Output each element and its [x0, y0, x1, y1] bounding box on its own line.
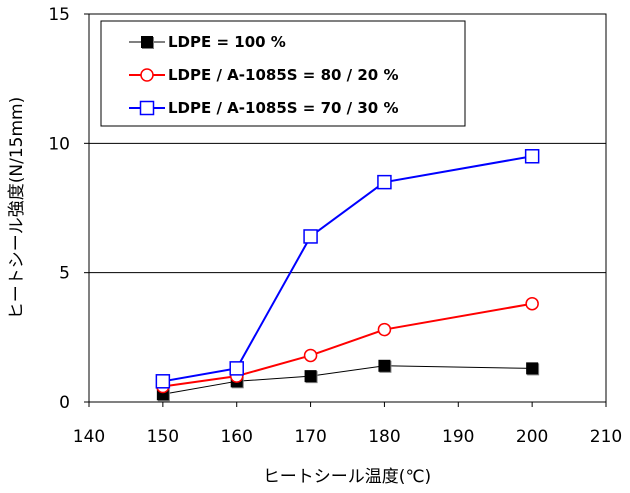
- x-axis-title: ヒートシール温度(℃): [263, 467, 431, 487]
- data-point: [303, 348, 318, 363]
- legend-label: LDPE = 100 %: [168, 33, 286, 51]
- series-layer: [155, 149, 540, 402]
- legend-item: LDPE = 100 %: [129, 33, 286, 51]
- x-tick-label: 160: [220, 427, 252, 447]
- y-tick-label: 15: [48, 5, 70, 25]
- legend-label: LDPE / A-1085S = 80 / 20 %: [168, 66, 399, 84]
- axis-ticks: 140 150 160 170 180 190 200 210 0 5 10 15: [48, 5, 622, 447]
- legend-item: LDPE / A-1085S = 70 / 30 %: [129, 99, 399, 117]
- data-point: [524, 149, 540, 164]
- data-point: [526, 362, 540, 376]
- y-axis-title: ヒートシール強度(N/15mm): [7, 97, 27, 319]
- legend-marker: [139, 100, 155, 116]
- x-tick-label: 140: [73, 427, 105, 447]
- gridlines: [89, 142, 606, 274]
- x-tick-label: 190: [442, 427, 474, 447]
- y-tick-label: 10: [48, 134, 70, 154]
- legend-label: LDPE / A-1085S = 70 / 30 %: [168, 99, 399, 117]
- y-tick-label: 0: [59, 393, 70, 413]
- x-tick-label: 210: [590, 427, 622, 447]
- legend: LDPE = 100 % LDPE / A-1085S = 80 / 20 % LD…: [100, 20, 466, 127]
- x-tick-label: 170: [294, 427, 326, 447]
- data-point: [303, 229, 318, 244]
- x-tick-label: 180: [368, 427, 400, 447]
- data-point: [229, 361, 244, 376]
- data-point: [525, 296, 539, 311]
- x-tick-label: 200: [516, 427, 548, 447]
- data-point: [377, 322, 392, 337]
- legend-marker: [141, 36, 154, 49]
- legend-item: LDPE / A-1085S = 80 / 20 %: [129, 66, 399, 84]
- series-2: [156, 296, 539, 394]
- data-point: [378, 359, 392, 373]
- data-point: [155, 374, 171, 389]
- series-3: [155, 149, 540, 389]
- legend-marker: [140, 68, 154, 82]
- data-point: [377, 174, 392, 190]
- data-point: [304, 370, 318, 384]
- x-tick-label: 150: [147, 427, 179, 447]
- y-tick-label: 5: [59, 264, 70, 284]
